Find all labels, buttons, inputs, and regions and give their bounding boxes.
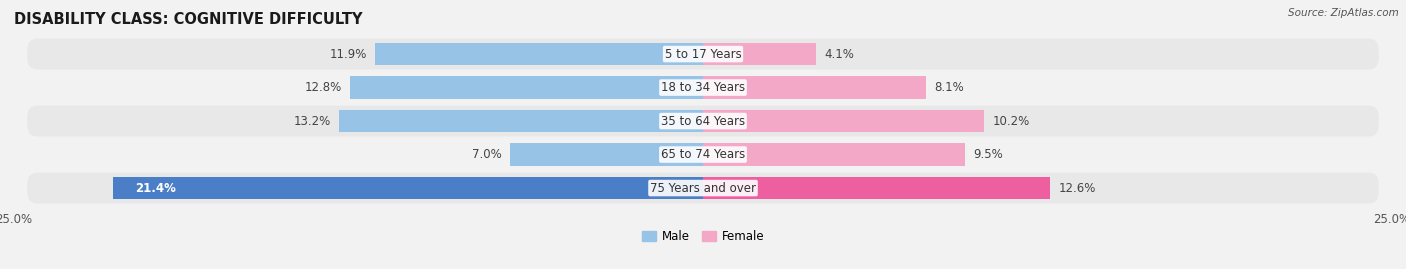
Text: 4.1%: 4.1% (824, 48, 853, 61)
FancyBboxPatch shape (27, 39, 1379, 69)
Text: 11.9%: 11.9% (329, 48, 367, 61)
Text: 12.6%: 12.6% (1059, 182, 1095, 194)
FancyBboxPatch shape (27, 72, 1379, 103)
Bar (703, 177, 1050, 199)
Bar (703, 76, 927, 99)
Bar (703, 143, 965, 166)
Bar (114, 177, 703, 199)
Text: 65 to 74 Years: 65 to 74 Years (661, 148, 745, 161)
Text: 35 to 64 Years: 35 to 64 Years (661, 115, 745, 128)
Text: 13.2%: 13.2% (294, 115, 330, 128)
Bar (703, 110, 984, 132)
Text: 8.1%: 8.1% (935, 81, 965, 94)
Bar (350, 76, 703, 99)
Text: DISABILITY CLASS: COGNITIVE DIFFICULTY: DISABILITY CLASS: COGNITIVE DIFFICULTY (14, 12, 363, 27)
Text: 18 to 34 Years: 18 to 34 Years (661, 81, 745, 94)
Text: 9.5%: 9.5% (973, 148, 1002, 161)
Text: 10.2%: 10.2% (993, 115, 1029, 128)
Bar (339, 110, 703, 132)
FancyBboxPatch shape (27, 139, 1379, 170)
Bar (703, 43, 815, 65)
Text: 21.4%: 21.4% (135, 182, 176, 194)
FancyBboxPatch shape (27, 106, 1379, 136)
Legend: Male, Female: Male, Female (641, 230, 765, 243)
Text: Source: ZipAtlas.com: Source: ZipAtlas.com (1288, 8, 1399, 18)
FancyBboxPatch shape (27, 173, 1379, 203)
Bar (375, 43, 703, 65)
Text: 75 Years and over: 75 Years and over (650, 182, 756, 194)
Text: 12.8%: 12.8% (305, 81, 342, 94)
Bar (510, 143, 703, 166)
Text: 5 to 17 Years: 5 to 17 Years (665, 48, 741, 61)
Text: 7.0%: 7.0% (472, 148, 502, 161)
